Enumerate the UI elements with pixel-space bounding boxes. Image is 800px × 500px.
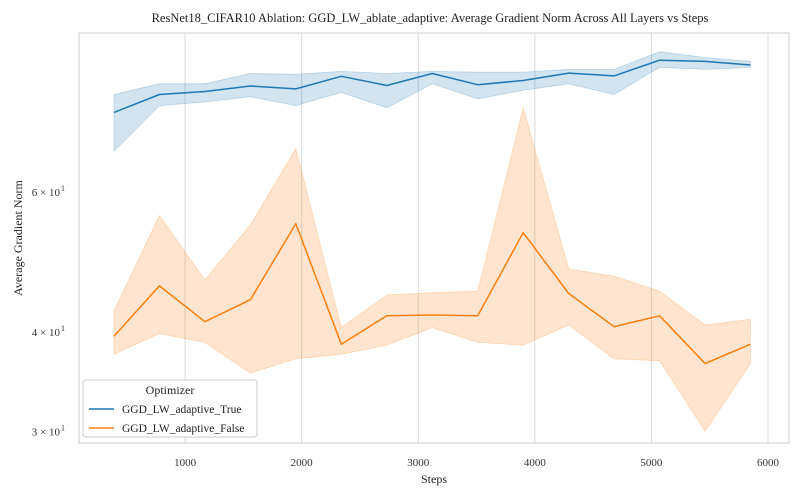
y-tick-exponent: 1 <box>61 184 65 193</box>
x-tick-label: 3000 <box>407 457 430 469</box>
chart-title: ResNet18_CIFAR10 Ablation: GGD_LW_ablate… <box>152 11 709 25</box>
confidence-bands <box>113 51 751 433</box>
legend-title: Optimizer <box>146 383 195 397</box>
y-tick-exponent: 1 <box>61 324 65 333</box>
x-tick-label: 5000 <box>640 457 663 469</box>
x-tick-label: 2000 <box>291 457 314 469</box>
y-tick-label: 3 × 10 <box>32 426 61 438</box>
y-tick-label: 6 × 10 <box>32 187 61 199</box>
x-tick-label: 1000 <box>174 457 197 469</box>
x-tick-label: 4000 <box>524 457 547 469</box>
plot-area <box>78 32 790 444</box>
y-tick-exponent: 1 <box>61 423 65 432</box>
y-axis-ticks: 6 × 10 14 × 10 13 × 10 1 <box>32 184 65 439</box>
series-lines <box>113 59 751 365</box>
series-line-1 <box>113 222 751 365</box>
x-axis-ticks: 1000 2000 3000 4000 5000 6000 <box>174 457 779 469</box>
legend-entry-1: GGD_LW_adaptive_False <box>122 423 244 435</box>
confidence-band-1 <box>113 106 751 433</box>
y-tick-label: 4 × 10 <box>32 327 61 339</box>
x-axis-label: Steps <box>421 472 447 486</box>
y-axis-label: Average Gradient Norm <box>11 179 25 295</box>
confidence-band-0 <box>113 51 751 153</box>
x-tick-label: 6000 <box>757 457 780 469</box>
legend: Optimizer GGD_LW_adaptive_TrueGGD_LW_ada… <box>82 379 258 438</box>
legend-items: GGD_LW_adaptive_True GGD_LW_adaptive_Fals… <box>89 404 244 435</box>
legend-entry-0: GGD_LW_adaptive_True <box>122 404 241 416</box>
legend-box <box>82 379 258 438</box>
plot-frame <box>78 32 790 444</box>
series-line-0 <box>113 59 751 114</box>
